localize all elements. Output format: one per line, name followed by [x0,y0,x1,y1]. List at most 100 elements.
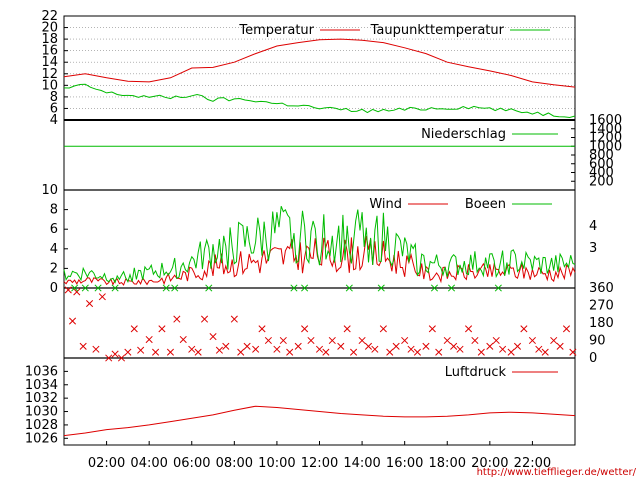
y-tick-label: 4 [50,242,58,257]
wind-direction-point [243,342,251,350]
wind-direction-point [98,293,106,301]
wind-direction-point [520,325,528,333]
wind-direction-point [556,342,564,350]
y-tick-label: 20 [41,21,58,36]
wind-direction-point [322,348,330,356]
y-tick-label: 400 [589,166,614,181]
wind-direction-point [401,336,409,345]
y2-tick-label: 180 [589,316,614,331]
y2-tick-label: 3 [589,241,597,256]
y-tick-label: 6 [50,222,58,237]
wind-direction-point [499,345,507,353]
y-tick-label: 1200 [589,131,622,146]
wind-direction-point [290,284,298,292]
y2-tick-label: 90 [589,334,606,349]
y-tick-label: 1036 [25,364,58,379]
wind-direction-point [407,345,415,353]
y-tick-label: 18 [41,32,58,47]
y-tick-label: 1000 [589,139,622,154]
wind-direction-point [413,348,421,356]
series-line-boeen [63,206,576,284]
series-line-wind [63,235,576,286]
x-tick-label: 18:00 [429,456,466,471]
y-tick-label: 12 [41,67,58,82]
wind-direction-point [294,342,302,350]
y2-tick-label: 0 [589,351,597,366]
y-tick-label: 10 [41,78,58,93]
series-layer [63,38,577,437]
wind-direction-point [562,325,571,333]
wind-direction-point [386,348,394,356]
wind-direction-point [279,336,287,345]
x-tick-label: 10:00 [258,456,295,471]
wind-direction-point [535,345,543,353]
wind-direction-point [145,335,153,344]
wind-direction-point [315,345,324,353]
wind-direction-point [430,284,439,292]
wind-direction-point [337,342,345,350]
wind-direction-point [422,342,430,350]
x-tick-label: 02:00 [88,456,125,471]
series-line-luftdruck [63,405,576,437]
y2-tick-label: 4 [589,219,597,234]
wind-direction-point [307,336,315,345]
y2-tick-label: 360 [589,281,614,296]
wind-direction-point [450,342,458,350]
x-tick-label: 12:00 [301,456,338,471]
x-tick-label: 14:00 [343,456,380,471]
y-tick-label: 2 [50,261,58,276]
wind-direction-point [435,348,443,356]
legend-label: Taupunkttemperatur [370,23,505,38]
x-tick-label: 06:00 [173,456,210,471]
wind-direction-point [286,348,294,356]
wind-direction-point [71,284,79,292]
y-tick-label: 8 [50,90,58,105]
x-tick-label: 20:00 [471,456,508,471]
wind-direction-point [273,345,281,353]
wind-direction-point [79,342,87,350]
series-line-temperatur [63,38,576,88]
wind-direction-point [264,336,272,345]
wind-direction-point [92,345,100,353]
y-tick-label: 0 [50,281,58,296]
x-tick-label: 08:00 [216,456,253,471]
wind-direction-point [464,325,473,333]
wind-direction-point [541,348,549,356]
wind-direction-point [471,336,479,345]
wind-direction-point [443,336,451,345]
wind-direction-point [456,345,464,353]
y-tick-label: 14 [41,55,58,70]
y-tick-label: 1028 [25,418,58,433]
y-tick-label: 4 [50,113,58,128]
series-line-taupunkttemperatur [63,83,576,119]
wind-direction-point [222,342,230,350]
wind-direction-point [428,325,436,333]
footer-url[interactable]: http://www.tiefflieger.de/wetter/ [477,467,637,478]
wind-direction-point [343,325,351,333]
wind-direction-point [494,284,502,292]
wind-direction-point [492,336,500,345]
legend-label: Temperatur [238,23,314,38]
plot-frame [63,15,576,446]
y-tick-label: 1030 [25,405,58,420]
wind-direction-point [162,284,170,292]
wind-direction-point [68,317,77,325]
wind-direction-point [477,348,485,356]
wind-direction-point [345,284,353,292]
wind-direction-point [569,348,577,356]
wind-direction-point [152,348,160,356]
wind-direction-point [179,335,187,344]
x-tick-label: 22:00 [514,456,551,471]
wind-direction-point [200,315,209,323]
y-tick-label: 1034 [25,378,58,393]
wind-direction-point [194,348,202,356]
wind-direction-point [94,284,102,292]
wind-direction-point [252,345,260,353]
wind-direction-point [364,342,373,350]
wind-direction-point [105,354,113,362]
wind-direction-point [117,354,126,362]
wind-direction-point [73,288,81,296]
wind-direction-point [358,336,366,345]
